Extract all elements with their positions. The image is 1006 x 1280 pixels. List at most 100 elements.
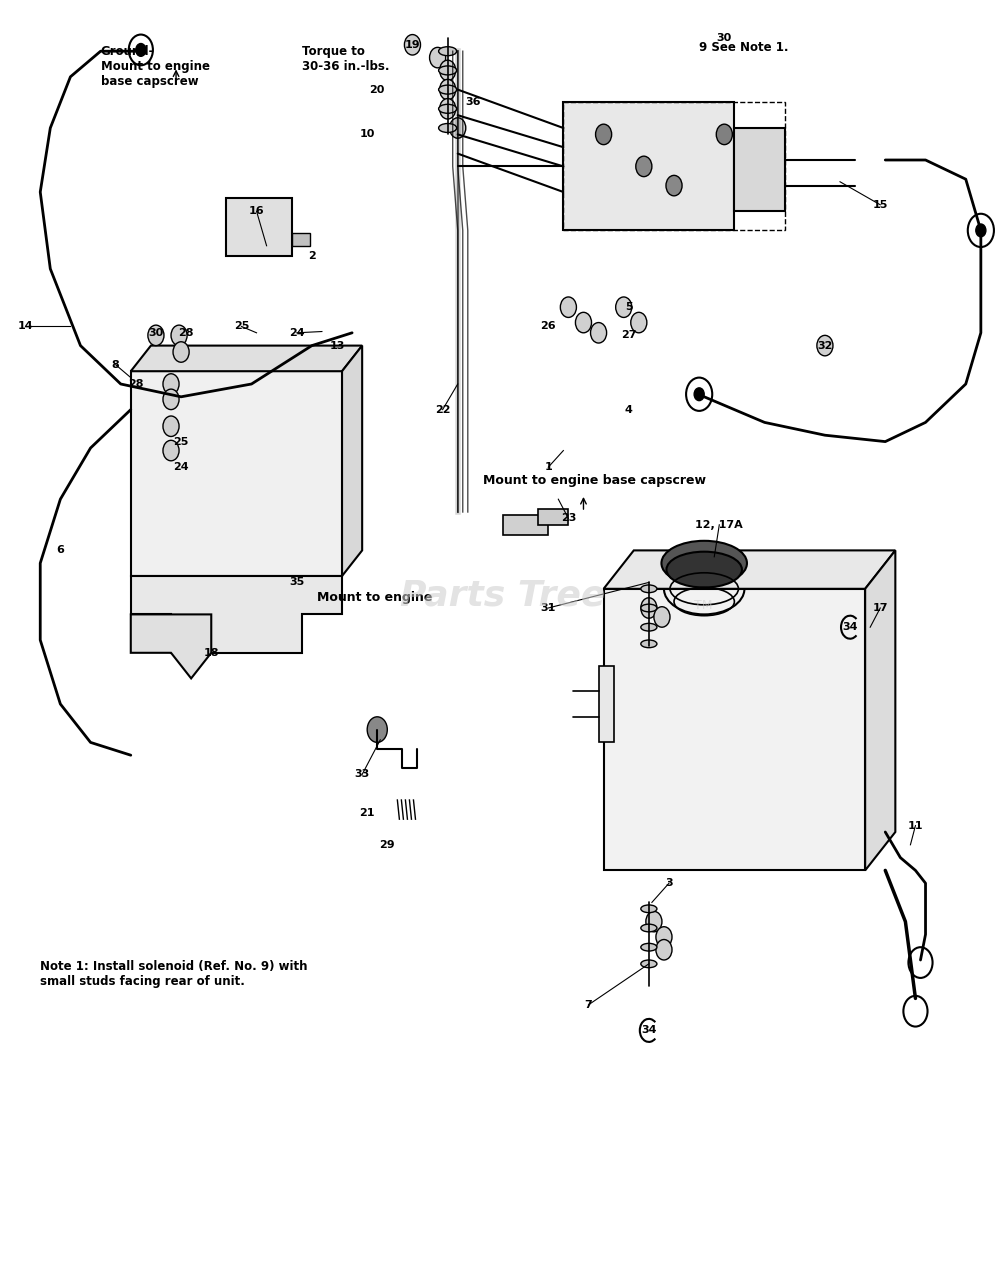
Text: TM: TM xyxy=(694,599,712,612)
Circle shape xyxy=(367,717,387,742)
Bar xyxy=(734,128,785,211)
Text: 27: 27 xyxy=(621,330,637,340)
Circle shape xyxy=(616,297,632,317)
Circle shape xyxy=(575,312,592,333)
Text: 22: 22 xyxy=(435,404,451,415)
Circle shape xyxy=(716,124,732,145)
Ellipse shape xyxy=(641,924,657,932)
Circle shape xyxy=(136,44,146,56)
Circle shape xyxy=(656,927,672,947)
Circle shape xyxy=(656,940,672,960)
Text: 32: 32 xyxy=(817,340,833,351)
Ellipse shape xyxy=(641,960,657,968)
Text: 1: 1 xyxy=(544,462,552,472)
Circle shape xyxy=(173,342,189,362)
Text: 21: 21 xyxy=(359,808,375,818)
Ellipse shape xyxy=(661,540,746,586)
Circle shape xyxy=(404,35,421,55)
Circle shape xyxy=(591,323,607,343)
Text: 25: 25 xyxy=(233,321,249,332)
Text: 30: 30 xyxy=(716,33,732,44)
Text: 17: 17 xyxy=(872,603,888,613)
Text: 14: 14 xyxy=(17,321,33,332)
Polygon shape xyxy=(538,509,568,525)
Circle shape xyxy=(646,911,662,932)
Circle shape xyxy=(654,607,670,627)
Circle shape xyxy=(163,416,179,436)
Circle shape xyxy=(968,214,994,247)
Text: 25: 25 xyxy=(173,436,189,447)
Bar xyxy=(563,102,785,230)
Text: 20: 20 xyxy=(369,84,385,95)
Text: 26: 26 xyxy=(540,321,556,332)
Circle shape xyxy=(976,224,986,237)
Circle shape xyxy=(596,124,612,145)
Text: Mount to engine base capscrew: Mount to engine base capscrew xyxy=(483,474,706,486)
Ellipse shape xyxy=(641,943,657,951)
Text: Torque to
30-36 in.-lbs.: Torque to 30-36 in.-lbs. xyxy=(302,45,389,73)
Bar xyxy=(563,102,734,230)
Text: 9 See Note 1.: 9 See Note 1. xyxy=(699,41,789,54)
Bar xyxy=(226,198,292,256)
Text: 16: 16 xyxy=(248,206,265,216)
Circle shape xyxy=(817,335,833,356)
Circle shape xyxy=(560,297,576,317)
Polygon shape xyxy=(604,550,895,589)
Text: 33: 33 xyxy=(354,769,370,780)
Ellipse shape xyxy=(439,124,457,133)
Ellipse shape xyxy=(641,623,657,631)
Text: 12, 17A: 12, 17A xyxy=(695,520,743,530)
Polygon shape xyxy=(131,576,342,653)
Circle shape xyxy=(440,79,456,100)
Ellipse shape xyxy=(641,905,657,913)
Circle shape xyxy=(631,312,647,333)
Text: 19: 19 xyxy=(404,40,421,50)
Bar xyxy=(292,233,310,246)
Circle shape xyxy=(440,99,456,119)
Ellipse shape xyxy=(439,67,457,76)
Bar xyxy=(604,589,865,870)
Text: Parts Tree: Parts Tree xyxy=(400,579,606,612)
Text: 2: 2 xyxy=(308,251,316,261)
Circle shape xyxy=(686,378,712,411)
Polygon shape xyxy=(131,346,362,371)
Text: 35: 35 xyxy=(289,577,305,588)
Polygon shape xyxy=(865,550,895,870)
Text: Ground-
Mount to engine
base capscrew: Ground- Mount to engine base capscrew xyxy=(101,45,209,88)
Text: Note 1: Install solenoid (Ref. No. 9) with
small studs facing rear of unit.: Note 1: Install solenoid (Ref. No. 9) wi… xyxy=(40,960,308,988)
Text: Mount to engine: Mount to engine xyxy=(317,591,433,604)
Ellipse shape xyxy=(641,585,657,593)
Text: 34: 34 xyxy=(842,622,858,632)
Text: 6: 6 xyxy=(56,545,64,556)
Text: 36: 36 xyxy=(465,97,481,108)
Ellipse shape xyxy=(439,105,457,114)
Text: 13: 13 xyxy=(329,340,345,351)
Circle shape xyxy=(694,388,704,401)
Text: 29: 29 xyxy=(379,840,395,850)
Text: 18: 18 xyxy=(203,648,219,658)
Text: 24: 24 xyxy=(289,328,305,338)
Ellipse shape xyxy=(666,552,741,588)
Text: 10: 10 xyxy=(359,129,375,140)
Circle shape xyxy=(148,325,164,346)
Circle shape xyxy=(450,118,466,138)
Circle shape xyxy=(163,374,179,394)
Circle shape xyxy=(636,156,652,177)
Ellipse shape xyxy=(641,640,657,648)
Circle shape xyxy=(440,60,456,81)
Text: 30: 30 xyxy=(148,328,164,338)
Circle shape xyxy=(163,389,179,410)
Bar xyxy=(131,371,342,576)
Text: 15: 15 xyxy=(872,200,888,210)
Text: 7: 7 xyxy=(584,1000,593,1010)
Polygon shape xyxy=(131,614,211,678)
Circle shape xyxy=(129,35,153,65)
Circle shape xyxy=(666,175,682,196)
Circle shape xyxy=(163,440,179,461)
Text: 4: 4 xyxy=(625,404,633,415)
Text: 5: 5 xyxy=(625,302,633,312)
Text: 28: 28 xyxy=(128,379,144,389)
Text: 3: 3 xyxy=(665,878,673,888)
Text: 11: 11 xyxy=(907,820,924,831)
Text: 31: 31 xyxy=(540,603,556,613)
